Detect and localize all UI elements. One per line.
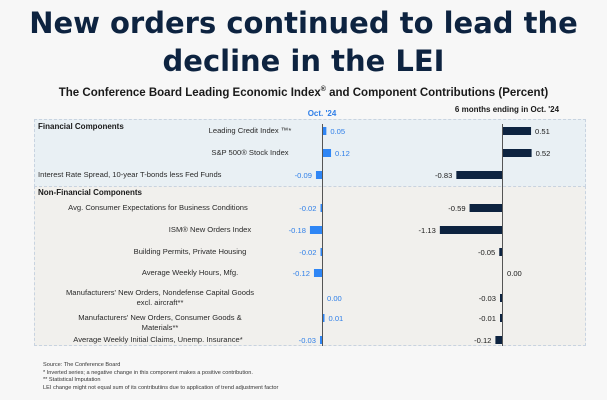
data-label-oct: 0.00	[327, 294, 342, 303]
bar-6-months	[503, 127, 532, 135]
row-label: Manufacturers' New Orders, Consumer Good…	[78, 313, 242, 332]
bar-6-months	[439, 226, 502, 234]
data-label-oct: -0.02	[299, 204, 316, 213]
row-label: Leading Credit Index ™*	[208, 126, 292, 135]
column-header-6-months: 6 months ending in Oct. '24	[454, 105, 560, 114]
data-label-oct: -0.02	[299, 248, 316, 257]
row-label: Interest Rate Spread, 10-year T-bonds le…	[38, 170, 222, 179]
row-label: Avg. Consumer Expectations for Business …	[68, 203, 248, 212]
chart-title-suffix: and Component Contributions (Percent)	[325, 86, 549, 99]
chart-title: The Conference Board Leading Economic In…	[0, 86, 607, 99]
data-label-oct: 0.05	[330, 127, 345, 136]
row-label: Average Weekly Initial Claims, Unemp. In…	[73, 335, 243, 344]
bar-oct	[323, 127, 327, 135]
data-label-6-months: -0.59	[448, 204, 465, 213]
data-label-6-months: -1.13	[419, 226, 436, 235]
headline: New orders continued to lead the decline…	[0, 4, 607, 80]
data-label-oct: -0.09	[295, 171, 312, 180]
data-label-oct: -0.12	[293, 269, 310, 278]
headline-line-1: New orders continued to lead the	[29, 6, 578, 40]
bar-oct	[315, 171, 322, 179]
data-label-6-months: -0.12	[474, 336, 491, 345]
bar-6-months	[500, 314, 502, 322]
footnote-source: Source: The Conference Board	[43, 362, 121, 368]
data-label-6-months: 0.52	[536, 149, 551, 158]
bar-oct	[320, 204, 322, 212]
bar-oct	[313, 269, 322, 277]
data-label-oct: -0.03	[299, 336, 316, 345]
chart-title-main: The Conference Board Leading Economic In…	[58, 86, 321, 99]
headline-line-2: decline in the LEI	[162, 44, 445, 78]
bar-oct	[323, 314, 325, 322]
section-label-financial: Financial Components	[38, 122, 124, 131]
row-label: Manufacturers' New Orders, Nondefense Ca…	[65, 288, 254, 307]
row-label: S&P 500® Stock Index	[211, 148, 289, 157]
footnote-imputation: ** Statistical Imputation	[43, 377, 101, 383]
data-label-6-months: 0.51	[535, 127, 550, 136]
data-label-6-months: -0.05	[478, 248, 495, 257]
section-label-non-financial: Non-Financial Components	[38, 188, 142, 197]
data-label-6-months: -0.01	[479, 314, 496, 323]
data-label-6-months: -0.83	[435, 171, 452, 180]
row-label: ISM® New Orders Index	[168, 225, 252, 234]
bar-oct	[309, 226, 322, 234]
zero-line-oct	[322, 124, 323, 346]
data-label-oct: 0.01	[329, 314, 344, 323]
row-label: Average Weekly Hours, Mfg.	[141, 268, 239, 277]
data-label-6-months: 0.00	[507, 269, 522, 278]
bar-6-months	[456, 171, 502, 179]
bar-6-months	[499, 248, 502, 256]
footnote-inverted: * Inverted series; a negative change in …	[43, 369, 253, 376]
footnotes: Source: The Conference Board * Inverted …	[43, 362, 278, 392]
bar-6-months	[469, 204, 502, 212]
bar-6-months	[495, 336, 502, 344]
registered-mark: ®	[320, 86, 326, 93]
footnote-trend: LEI change might not equal sum of its co…	[43, 384, 279, 391]
bar-6-months	[503, 149, 532, 157]
row-label: Building Permits, Private Housing	[133, 247, 247, 256]
bar-oct	[323, 149, 332, 157]
non-financial-panel	[34, 186, 586, 346]
bar-oct	[319, 336, 322, 344]
zero-line-6-months	[502, 124, 503, 346]
data-label-6-months: -0.03	[479, 294, 496, 303]
column-header-oct: Oct. '24	[307, 109, 337, 118]
data-label-oct: 0.12	[335, 149, 350, 158]
data-label-oct: -0.18	[289, 226, 306, 235]
bar-6-months	[500, 294, 502, 302]
bar-oct	[320, 248, 322, 256]
